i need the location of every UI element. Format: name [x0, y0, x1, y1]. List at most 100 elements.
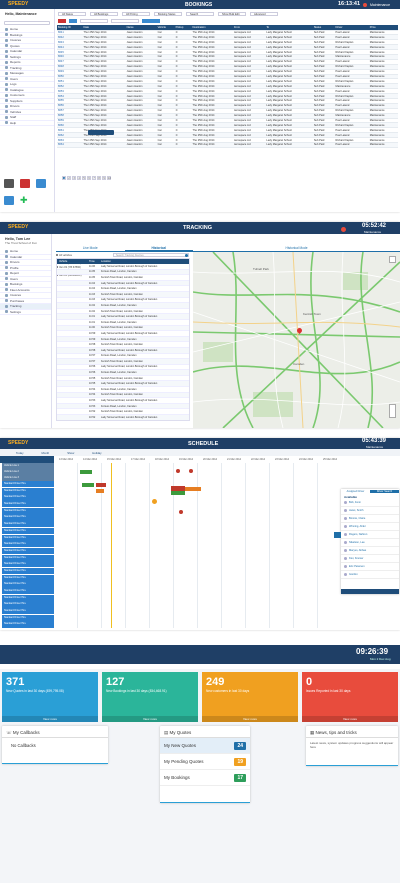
tracking-row[interactable]: 11:00 Kentish Town Road, London, Camden — [57, 325, 189, 332]
tracking-row[interactable]: 11:01 Fortess Road, London, Camden — [57, 320, 189, 326]
sidebar-item[interactable]: Fleet Accounts — [0, 288, 51, 293]
resource-row[interactable]: Standard Driver Hire — [2, 588, 54, 595]
phone-icon[interactable]: ✆ — [175, 40, 178, 44]
booking-id[interactable]: 8660 — [57, 122, 83, 129]
table-row[interactable]: 8646 Thur 25th Sep 2014 Jason Hanlon Car ✆ Th… — [57, 54, 398, 60]
table-row[interactable]: 8642 Thur 25th Sep 2014 Jason Hanlon Car ✆ Th… — [57, 34, 398, 41]
page-button[interactable]: 7 — [92, 176, 96, 180]
driver-item[interactable]: Eric Petersen — [341, 563, 399, 571]
page-button[interactable]: 2 — [67, 176, 71, 180]
column-header[interactable]: Price — [368, 25, 398, 31]
resource-row[interactable]: Standard Driver Hire — [2, 534, 54, 541]
booking-id[interactable]: 8650 — [57, 74, 83, 80]
booking-id[interactable]: 8656 — [57, 103, 83, 109]
tracking-row[interactable]: 10:52 Kentish Town Road, London, Camden — [57, 409, 189, 416]
tracking-row[interactable]: 11:03 Lady Somerset Road, London Borough … — [57, 298, 189, 304]
sidebar-item[interactable]: Vehicles — [0, 110, 54, 115]
bulk-select[interactable] — [80, 19, 108, 23]
sidebar-item[interactable]: Logs — [0, 82, 54, 88]
booking-id[interactable]: 8651 — [57, 78, 83, 85]
job-block[interactable] — [185, 487, 201, 491]
resource-row[interactable]: Standard Driver Hire — [2, 567, 54, 575]
driver-item[interactable]: Winning, Ahler — [341, 523, 399, 531]
sidebar-item[interactable]: Home — [0, 27, 54, 33]
phone-icon[interactable]: ✆ — [175, 128, 178, 132]
booking-id[interactable]: 8663 — [57, 137, 83, 143]
driver-item[interactable]: Maryus, Abbas — [341, 547, 399, 555]
home-icon[interactable] — [4, 179, 14, 188]
sidebar-item[interactable]: Users — [0, 77, 54, 82]
booking-id[interactable]: 8653 — [57, 88, 83, 95]
resource-row[interactable]: Standard Driver Hire — [2, 501, 54, 508]
job-block[interactable] — [82, 483, 94, 487]
notification-icon[interactable] — [363, 2, 367, 7]
tracking-row[interactable]: 10:54 Kentish Town Road, London, Camden — [57, 392, 189, 399]
column-header[interactable]: To — [265, 25, 313, 31]
table-row[interactable]: 8659 Thur 25th Sep 2014 Jason Hanlon Car ✆ Th… — [57, 118, 398, 124]
view-more-link[interactable]: View more — [202, 716, 298, 722]
table-row[interactable]: 8663 Thur 25th Sep 2014 Jason Hanlon Car ✆ Th… — [57, 137, 398, 143]
phone-icon[interactable]: ✆ — [175, 114, 178, 118]
phone-icon[interactable]: ✆ — [175, 138, 178, 142]
tracking-row[interactable]: 10:58 Kentish Town Road, London, Camden — [57, 342, 189, 348]
booking-id[interactable]: 8649 — [57, 69, 83, 75]
page-button[interactable]: 1 — [62, 176, 66, 180]
booking-id[interactable]: 8645 — [57, 49, 83, 55]
delete-button[interactable] — [58, 19, 66, 23]
folder-icon[interactable] — [36, 179, 46, 188]
quote-row[interactable]: My New Quotes 24 — [160, 738, 250, 754]
tracking-row[interactable]: 11:02 Fortess Road, London, Camden — [57, 303, 189, 309]
tracking-row[interactable]: 10:58 Lady Somerset Road, London Borough … — [57, 347, 189, 354]
job-block[interactable] — [80, 470, 92, 474]
view-select[interactable] — [111, 19, 139, 23]
sidebar-item[interactable]: Report — [0, 271, 51, 277]
booking-id[interactable]: 8655 — [57, 98, 83, 104]
notification-icon[interactable] — [341, 227, 346, 232]
resource-row[interactable]: Standard Driver Hire — [2, 547, 54, 555]
column-header[interactable]: From — [232, 25, 266, 31]
page-button[interactable]: 4 — [77, 176, 81, 180]
phone-icon[interactable]: ✆ — [175, 123, 178, 127]
quote-row[interactable]: My Pending Quotes 19 — [160, 754, 250, 770]
phone-icon[interactable]: ✆ — [175, 60, 178, 64]
tracking-row[interactable]: 10:52 Lady Somerset Road, London Borough … — [57, 415, 189, 420]
tracking-row[interactable]: 11:04 Fortess Road, London, Camden — [57, 286, 189, 292]
table-row[interactable]: 8649 Thur 25th Sep 2014 Jason Hanlon Car ✆ Th… — [57, 69, 398, 75]
resource-row[interactable]: Standard Driver Hire — [2, 527, 54, 534]
page-button[interactable]: 8 — [97, 176, 101, 180]
alert-icon[interactable] — [189, 469, 193, 473]
table-row[interactable]: 8657 Thur 25th Sep 2014 Jason Hanlon Car ✆ Th… — [57, 108, 398, 114]
resource-row[interactable]: Standard Driver Hire — [2, 561, 54, 568]
phone-icon[interactable]: ✆ — [175, 74, 178, 78]
resource-row[interactable]: Standard Driver Hire — [2, 594, 54, 601]
phone-icon[interactable]: ✆ — [175, 89, 178, 93]
toolbar-button[interactable]: Today — [16, 450, 24, 455]
driver-item[interactable]: Gordon — [341, 571, 399, 579]
sidebar-item[interactable]: Settings — [0, 55, 54, 60]
checkbox[interactable] — [56, 254, 58, 256]
alert-icon[interactable] — [176, 469, 180, 473]
driver-item[interactable]: Rogers, Nahren — [341, 531, 399, 539]
filter-select[interactable]: All Status — [58, 12, 86, 16]
tracking-row[interactable]: 11:05 Fortess Road, London, Camden — [57, 269, 189, 276]
sidebar-item[interactable]: Calendar — [0, 255, 51, 260]
apply-button[interactable] — [142, 19, 160, 23]
sidebar-item[interactable]: Users — [0, 277, 51, 282]
sidebar-search-input[interactable] — [4, 21, 50, 25]
sidebar-item[interactable]: Catalogue — [0, 88, 54, 93]
toolbar-button[interactable]: Month — [41, 450, 50, 455]
sidebar-item[interactable]: Bookings — [0, 282, 51, 288]
sidebar-item[interactable]: Drivers — [0, 260, 51, 266]
calendar-icon[interactable] — [20, 179, 30, 188]
sidebar-item[interactable]: Staff — [0, 115, 54, 121]
sidebar-item[interactable]: Profile — [0, 266, 51, 271]
sidebar-item[interactable]: Tracking — [0, 66, 54, 71]
resource-row[interactable]: Standard Driver Hire — [2, 601, 54, 608]
filter-select[interactable]: Booking Status — [154, 12, 182, 16]
tracking-row[interactable]: 10:57 Kentish Town Road, London, Camden — [57, 359, 189, 365]
driver-item[interactable]: Bob, Fenn — [341, 499, 399, 507]
resource-row[interactable]: Vehicle Line 1 — [2, 463, 54, 469]
tracking-row[interactable]: 10:57 Fortess Road, London, Camden — [57, 354, 189, 360]
column-header[interactable]: Pickup — [174, 25, 192, 31]
page-button[interactable]: 3 — [72, 176, 76, 180]
